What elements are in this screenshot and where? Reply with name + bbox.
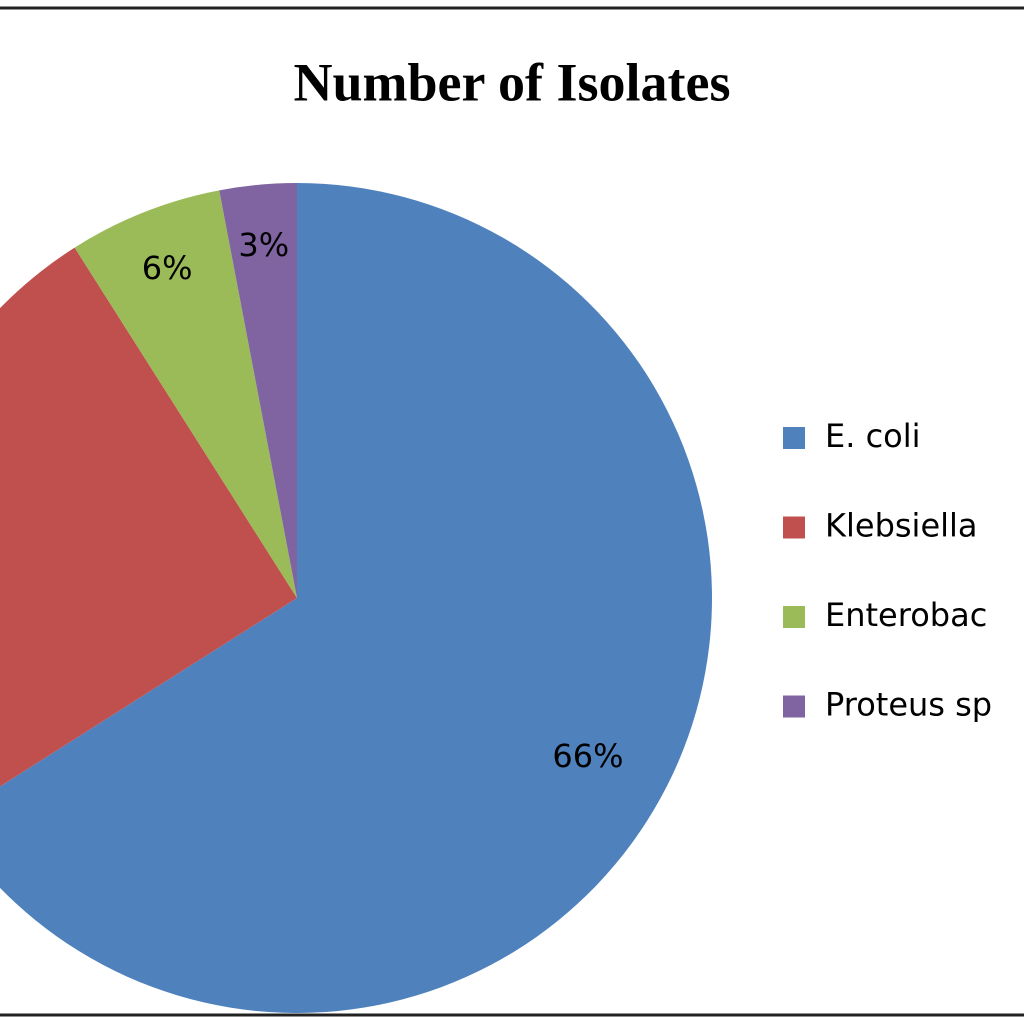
pie-slice [74,190,297,599]
legend-label: E. coli [825,417,921,455]
legend-swatch [783,516,805,539]
legend-swatch [783,606,805,628]
data-label: 6% [142,249,193,287]
legend-swatch [783,695,805,718]
legend-swatch [783,427,805,449]
pie-slice [0,247,297,787]
legend-label: Enterobac [825,596,987,634]
data-label: 3% [238,226,289,264]
data-label: 66% [552,737,623,775]
pie-slice [0,183,712,1013]
legend-label: Klebsiella [825,507,978,545]
chart-title: Number of Isolates [294,52,731,112]
pie [0,183,712,1013]
pie-slice [219,183,297,598]
legend-label: Proteus sp [825,686,992,724]
